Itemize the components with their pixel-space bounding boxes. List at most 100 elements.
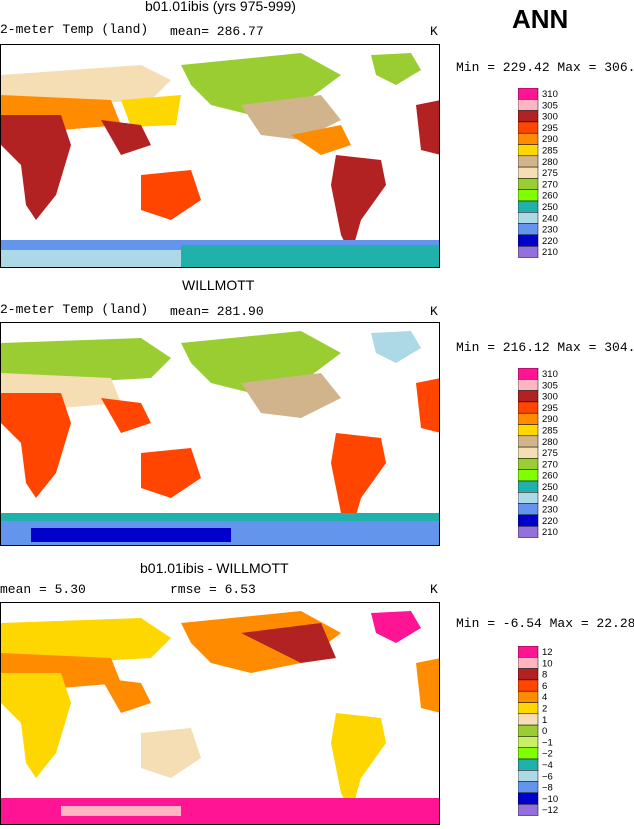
legend-swatch (517, 770, 539, 782)
legend-swatch (517, 724, 539, 737)
legend-label: 285 (542, 426, 558, 437)
legend-label: −10 (542, 794, 558, 805)
legend-swatch (517, 367, 539, 380)
legend-swatch (517, 480, 539, 493)
legend-label: 10 (542, 658, 553, 669)
legend-label: 295 (542, 123, 558, 134)
legend-swatch (517, 747, 539, 760)
panel-1-map (0, 44, 440, 268)
legend-label: 2 (542, 704, 547, 715)
panel-3-title: b01.01ibis - WILLMOTT (140, 560, 289, 576)
legend-label: 12 (542, 647, 553, 658)
legend-swatch (517, 223, 539, 236)
legend-swatch (517, 781, 539, 794)
panel-2-map (0, 322, 440, 546)
legend-label: 240 (542, 493, 558, 504)
legend-label: −12 (542, 805, 558, 816)
legend-label: 240 (542, 213, 558, 224)
legend-swatch (517, 458, 539, 470)
legend-label: 280 (542, 437, 558, 448)
legend-swatch (517, 713, 539, 726)
legend-label: −8 (542, 783, 553, 794)
legend-swatch (517, 144, 539, 157)
legend-label: 250 (542, 482, 558, 493)
legend-swatch (517, 758, 539, 771)
legend-label: 300 (542, 112, 558, 123)
legend-swatch (517, 792, 539, 805)
panel-3-minmax: Min = -6.54 Max = 22.28 (456, 616, 634, 631)
panel-2-units: K (430, 304, 438, 319)
panel-1-colorbar: 310 305 300 295 290 285 280 275 270 260 250 240 230 2… (517, 87, 578, 271)
legend-label: 270 (542, 459, 558, 470)
legend-swatch (517, 492, 539, 504)
legend-label: 290 (542, 134, 558, 145)
legend-swatch (517, 110, 539, 123)
legend-label: 260 (542, 191, 558, 202)
legend-label: 1 (542, 715, 547, 726)
legend-label: 6 (542, 681, 547, 692)
panel-3-rmse: rmse = 6.53 (170, 582, 256, 597)
legend-swatch (517, 469, 539, 482)
legend-label: 220 (542, 236, 558, 247)
panel-1-minmax: Min = 229.42 Max = 306.98 (456, 60, 634, 75)
legend-swatch (517, 401, 539, 414)
legend-swatch (517, 245, 539, 258)
legend-label: 275 (542, 448, 558, 459)
legend-swatch (517, 514, 539, 527)
legend-label: 0 (542, 726, 547, 737)
legend-swatch (517, 121, 539, 134)
legend-label: 210 (542, 527, 558, 538)
legend-swatch (517, 379, 539, 391)
panel-3-mean: mean = 5.30 (0, 582, 86, 597)
legend-label: −2 (542, 749, 553, 760)
legend-swatch (517, 99, 539, 111)
legend-label: 270 (542, 179, 558, 190)
legend-label: 305 (542, 380, 558, 391)
panel-2-colorbar: 310 305 300 295 290 285 280 275 270 260 250 240 230 2… (517, 367, 578, 551)
legend-label: −1 (542, 737, 553, 748)
panel-2-variable-label: 2-meter Temp (land) (0, 302, 149, 317)
legend-label: 250 (542, 202, 558, 213)
legend-swatch (517, 702, 539, 715)
legend-swatch (517, 178, 539, 190)
panel-3-map (0, 602, 440, 825)
legend-swatch (517, 679, 539, 692)
legend-swatch (517, 503, 539, 516)
panel-3-colorbar: 12 10 8 6 4 2 1 0 −1 −2 −4 −6 −8 −10 −12 (517, 645, 578, 829)
legend-label: 295 (542, 403, 558, 414)
legend-label: 230 (542, 505, 558, 516)
panel-1-mean: mean= 286.77 (170, 24, 264, 39)
legend-swatch (517, 87, 539, 100)
legend-label: 4 (542, 692, 547, 703)
legend-swatch (517, 525, 539, 538)
legend-label: 290 (542, 414, 558, 425)
legend-swatch (517, 166, 539, 179)
legend-label: −4 (542, 760, 553, 771)
legend-label: 285 (542, 146, 558, 157)
legend-label: 280 (542, 157, 558, 168)
legend-label: 220 (542, 516, 558, 527)
panel-3-units: K (430, 582, 438, 597)
legend-label: 305 (542, 100, 558, 111)
season-label: ANN (512, 4, 569, 34)
legend-label: 230 (542, 225, 558, 236)
panel-1-units: K (430, 24, 438, 39)
legend-label: −6 (542, 771, 553, 782)
legend-swatch (517, 446, 539, 459)
panel-2-title: WILLMOTT (182, 277, 255, 293)
legend-swatch (517, 189, 539, 202)
legend-swatch (517, 155, 539, 168)
legend-swatch (517, 412, 539, 425)
legend-label: 8 (542, 670, 547, 681)
legend-label: 260 (542, 471, 558, 482)
legend-label: 210 (542, 247, 558, 258)
legend-swatch (517, 803, 539, 816)
legend-label: 275 (542, 168, 558, 179)
legend-swatch (517, 424, 539, 437)
legend-swatch (517, 657, 539, 669)
legend-swatch (517, 212, 539, 224)
legend-label: 310 (542, 89, 558, 100)
legend-swatch (517, 690, 539, 703)
legend-swatch (517, 668, 539, 681)
legend-label: 300 (542, 392, 558, 403)
